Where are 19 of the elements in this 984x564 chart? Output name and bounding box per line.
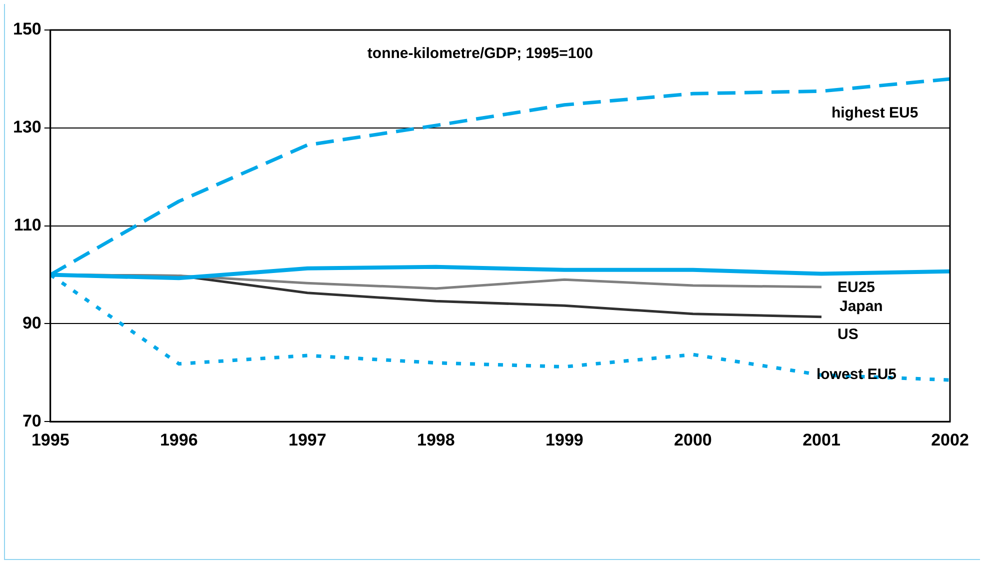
text: tonne-kilometre/GDP; 1995=100 [367,45,593,62]
series-label: lowest EU5 [816,366,897,384]
y-tick-label: 130 [12,118,42,137]
x-tick-label: 2000 [674,430,712,450]
x-tick-label: 1999 [546,430,584,450]
x-tick-label: 1997 [288,430,326,450]
x-tick-label: 2002 [931,430,969,450]
y-tick-label: 70 [22,411,42,430]
x-tick-label: 1995 [31,430,70,450]
series-label: Japan [839,298,883,316]
x-tick-label: 2001 [802,430,840,450]
series-label: EU25 [837,278,876,296]
x-tick-label: 1998 [417,430,455,450]
y-tick-label: 90 [22,313,42,332]
x-tick-label: 1996 [160,430,198,450]
y-tick-label: 110 [14,215,42,234]
series-label: highest EU5 [831,104,918,122]
y-tick-label: 150 [12,20,42,39]
series-label: US [837,326,858,343]
